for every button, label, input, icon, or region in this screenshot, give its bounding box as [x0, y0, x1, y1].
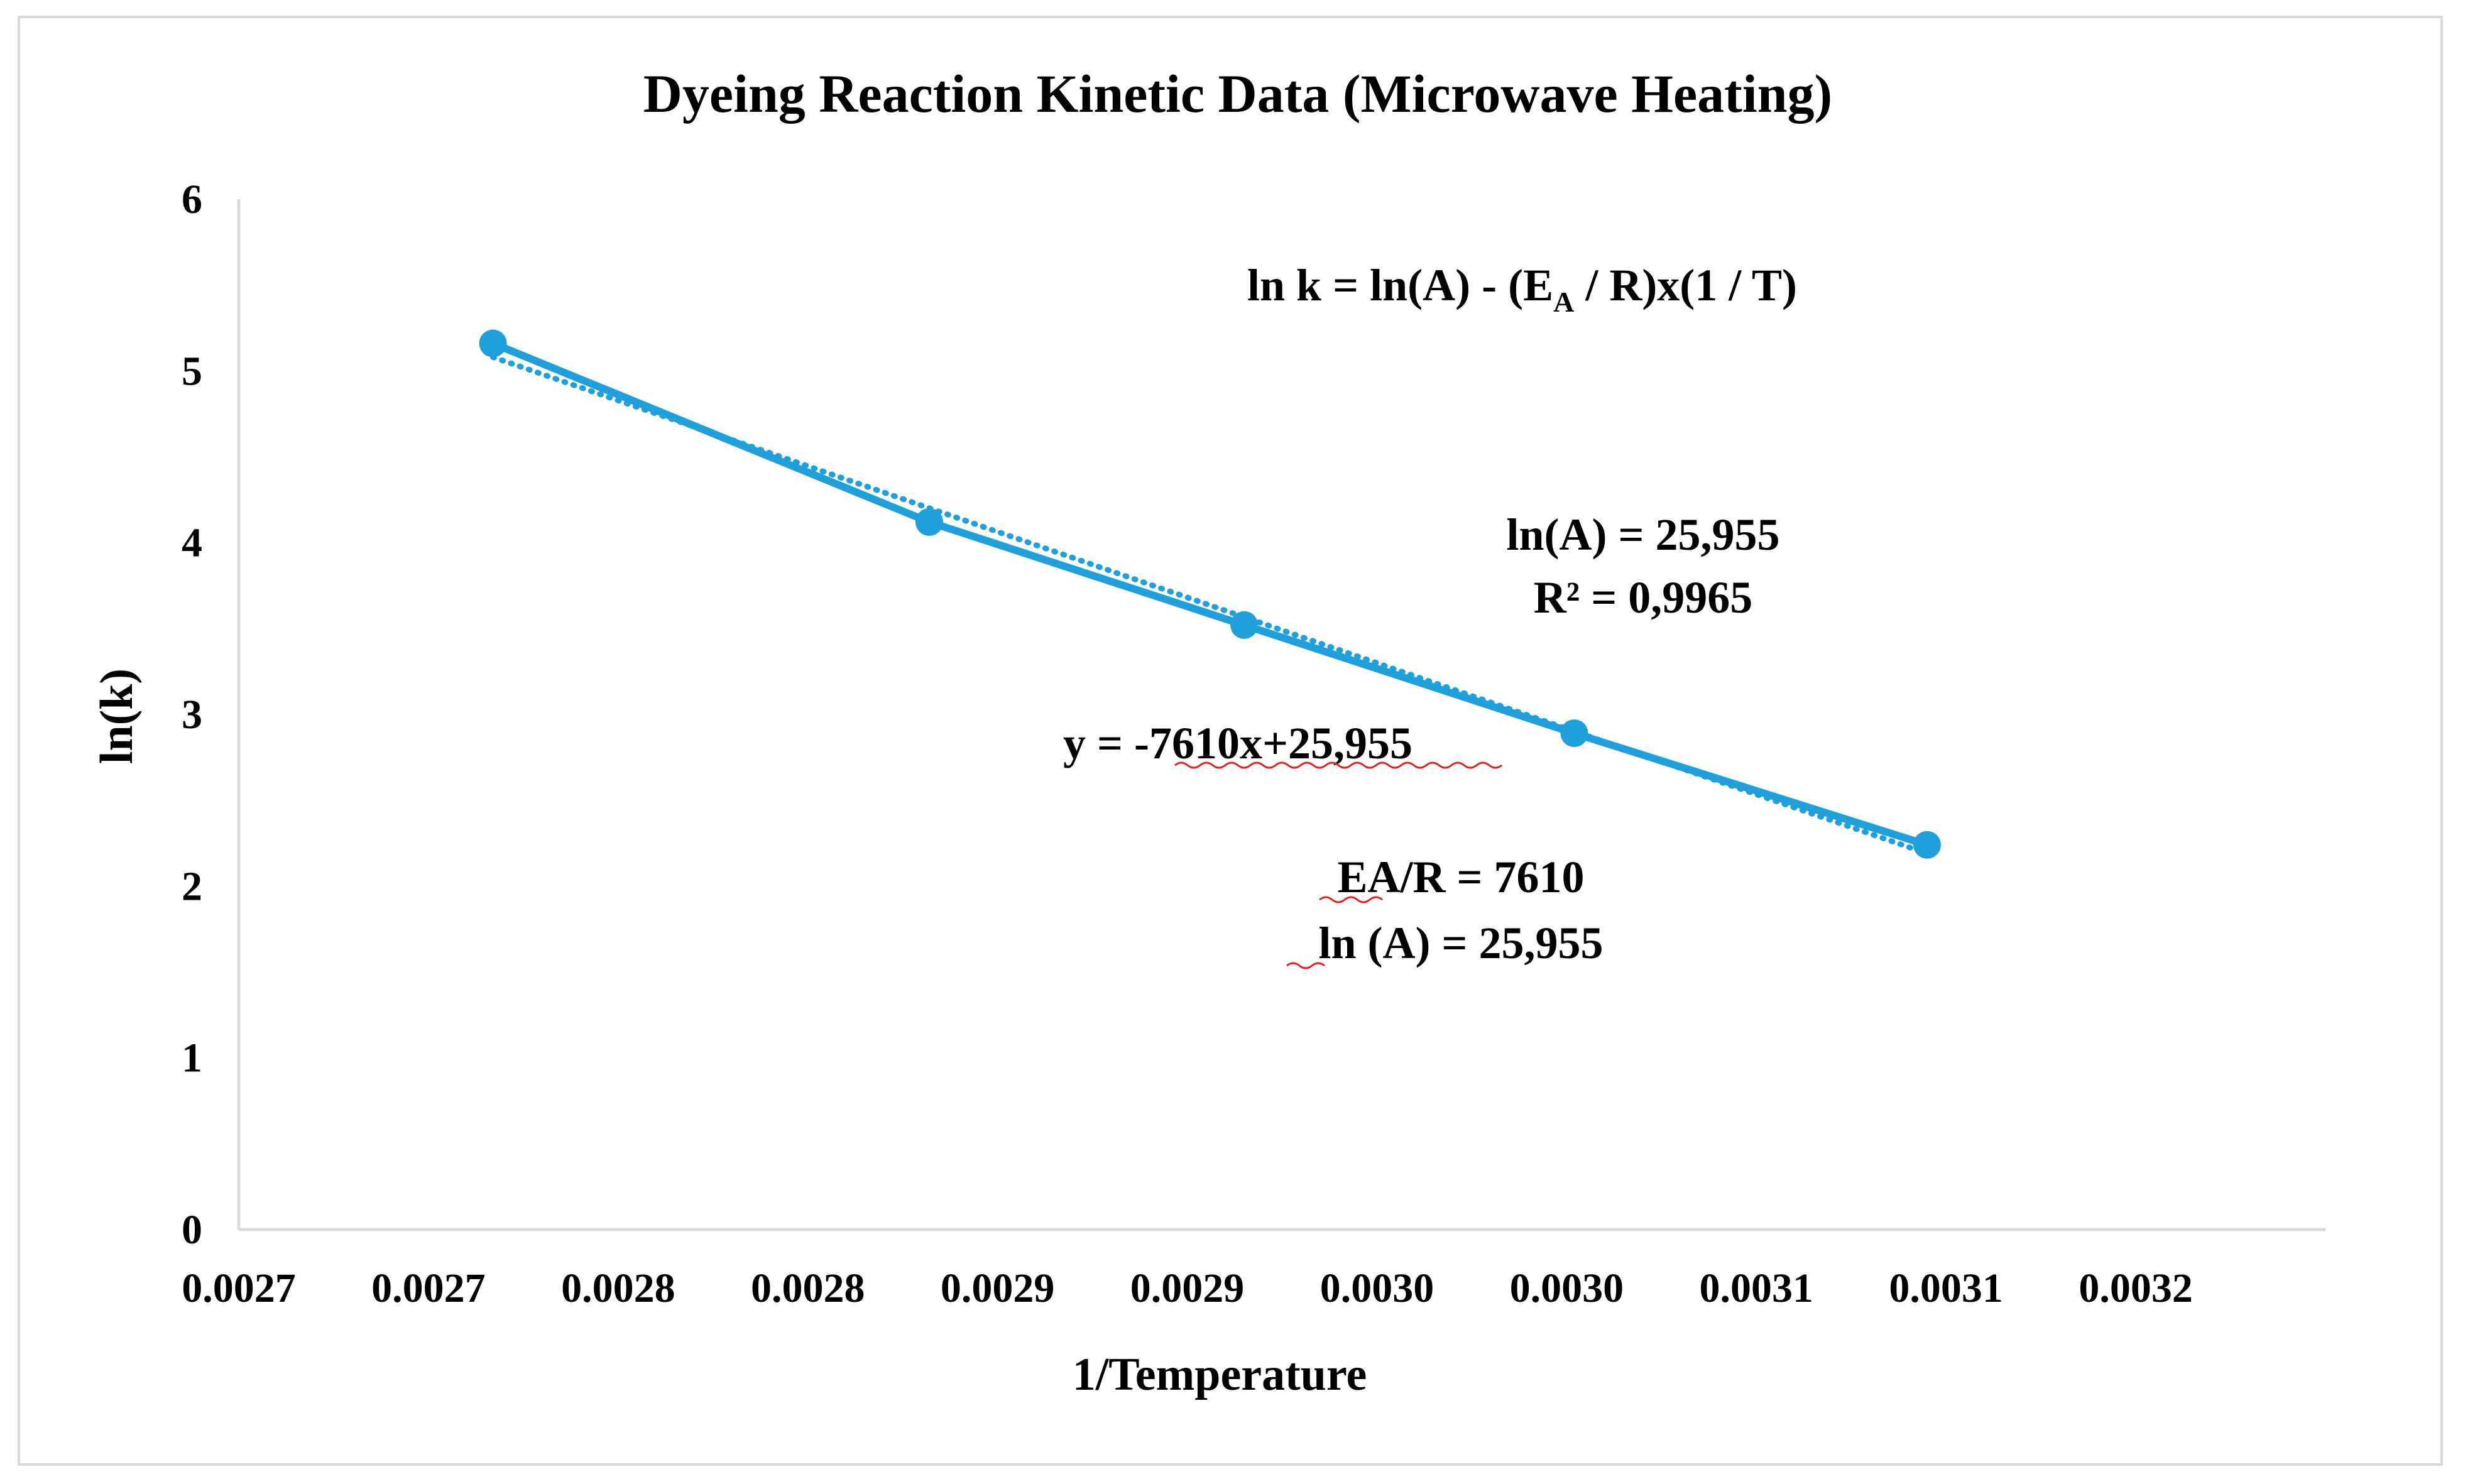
y-tick-label: 0 — [182, 1207, 202, 1253]
y-axis-title: ln(k) — [91, 668, 143, 764]
series-layer — [479, 329, 1941, 859]
y-tick-label: 3 — [182, 692, 202, 738]
x-tick-label: 0.0028 — [751, 1265, 865, 1311]
y-tick-label: 6 — [182, 177, 202, 222]
x-tick-label: 0.0029 — [1130, 1265, 1245, 1311]
formula-rest: / R)x(1 / T) — [1574, 260, 1797, 310]
data-point — [1560, 719, 1588, 748]
chart-title: Dyeing Reaction Kinetic Data (Microwave … — [643, 63, 1832, 124]
x-tick-label: 0.0032 — [2079, 1265, 2193, 1311]
ea-r-annotation: EA/R = 7610 — [1337, 852, 1584, 902]
x-axis-title: 1/Temperature — [1073, 1349, 1367, 1400]
y-tick-labels: 0 1 2 3 4 5 6 — [182, 177, 202, 1253]
data-point — [915, 508, 943, 536]
equation-annotation: y = -7610x+25,955 — [1063, 718, 1412, 768]
x-tick-label: 0.0030 — [1320, 1265, 1434, 1311]
data-point — [1230, 611, 1259, 639]
y-tick-label: 5 — [182, 348, 202, 394]
x-tick-label: 0.0027 — [182, 1265, 296, 1311]
x-tick-label: 0.0031 — [1889, 1265, 2003, 1311]
x-tick-label: 0.0030 — [1510, 1265, 1624, 1311]
x-tick-label: 0.0029 — [941, 1265, 1055, 1311]
formula-subscript: A — [1553, 286, 1574, 318]
formula-annotation: ln k = ln(A) - (EA / R)x(1 / T) — [1247, 260, 1797, 318]
equation-underline — [1174, 761, 1502, 769]
y-tick-label: 1 — [182, 1035, 202, 1081]
x-tick-label: 0.0028 — [561, 1265, 675, 1311]
ea-underline — [1319, 896, 1383, 903]
formula-main: ln k = ln(A) - (E — [1247, 260, 1553, 310]
chart-frame — [18, 16, 2443, 1466]
ln-a-annotation: ln (A) = 25,955 — [1318, 918, 1603, 968]
x-tick-label: 0.0027 — [371, 1265, 486, 1311]
r-squared-annotation: R² = 0,9965 — [1534, 572, 1753, 623]
x-tick-label: 0.0031 — [1700, 1265, 1814, 1311]
lnA-annotation: ln(A) = 25,955 — [1506, 510, 1779, 560]
data-point — [1913, 831, 1941, 859]
y-tick-label: 4 — [182, 520, 202, 566]
data-point — [479, 329, 507, 357]
y-tick-label: 2 — [182, 863, 202, 909]
x-tick-labels: 0.0027 0.0027 0.0028 0.0028 0.0029 0.0029 0.00… — [182, 1265, 2193, 1311]
ln-underline — [1286, 962, 1325, 969]
